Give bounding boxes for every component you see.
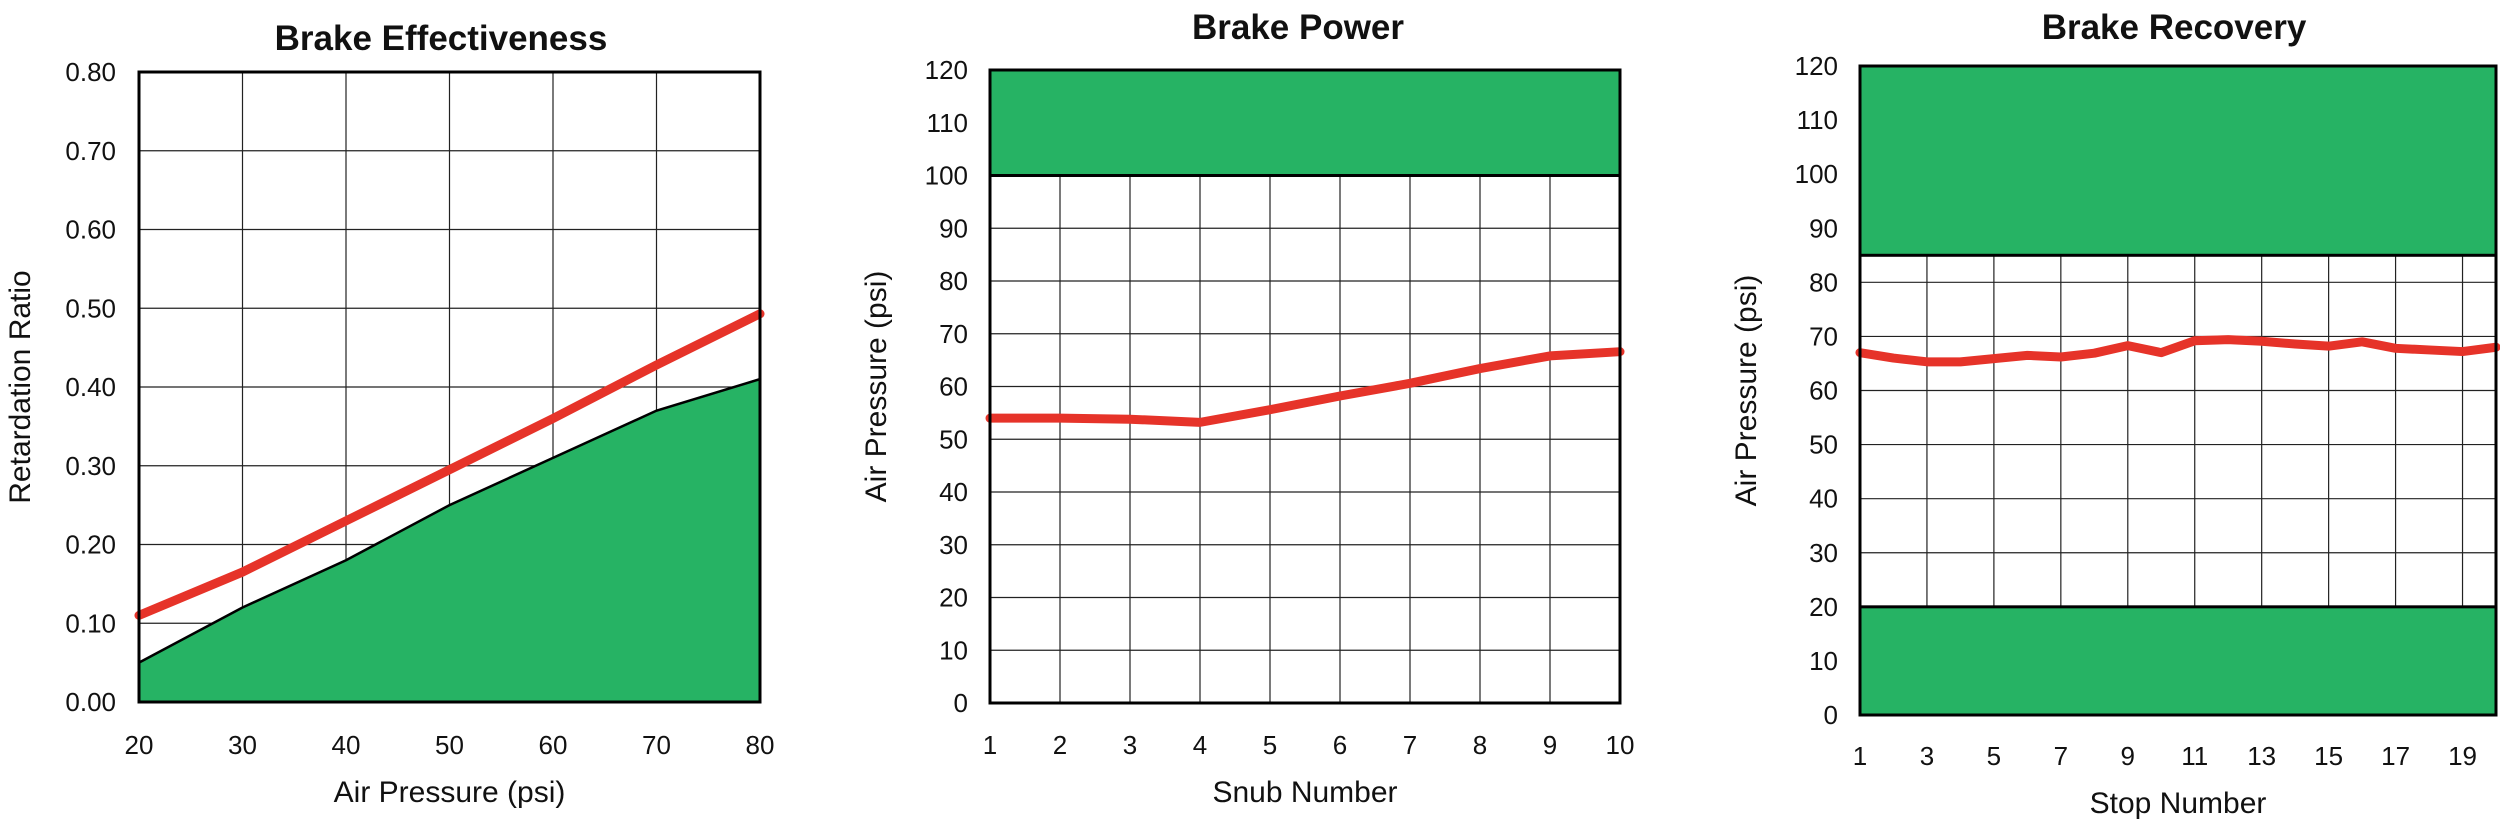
power-x-tick-label: 2 <box>1053 730 1067 760</box>
power-y-tick-label: 120 <box>925 55 968 85</box>
recovery-y-tick-label: 90 <box>1809 213 1838 243</box>
recovery-y-tick-label: 80 <box>1809 267 1838 297</box>
power-x-tick-label: 3 <box>1123 730 1137 760</box>
recovery-plot-frame <box>1858 64 2498 717</box>
recovery-x-tick-label: 1 <box>1853 741 1867 771</box>
power-y-tick-label: 50 <box>939 424 968 454</box>
power-x-axis-label: Snub Number <box>1212 776 1397 809</box>
recovery-y-tick-label: 50 <box>1809 430 1838 460</box>
effectiveness-y-tick-label: 0.00 <box>65 687 116 717</box>
power-chart: 0 10 20 30 40 50 60 70 80 90 100 110 120 1 2 3 4 5 6 7 8 9 10 B… <box>860 8 1634 809</box>
recovery-y-tick-label: 120 <box>1795 51 1838 81</box>
effectiveness-y-tick-label: 0.60 <box>65 215 116 245</box>
recovery-x-tick-label: 19 <box>2448 741 2477 771</box>
recovery-y-tick-label: 0 <box>1824 700 1838 730</box>
recovery-x-tick-label: 5 <box>1987 741 2001 771</box>
power-y-tick-label: 0 <box>954 688 968 718</box>
effectiveness-x-axis-label: Air Pressure (psi) <box>334 776 566 809</box>
power-y-tick-label: 20 <box>939 583 968 613</box>
recovery-y-tick-label: 20 <box>1809 592 1838 622</box>
power-x-tick-label: 5 <box>1263 730 1277 760</box>
recovery-x-tick-label: 9 <box>2121 741 2135 771</box>
recovery-band <box>1858 605 2498 717</box>
effectiveness-plot-frame <box>137 70 762 704</box>
power-y-tick-label: 40 <box>939 477 968 507</box>
power-y-tick-label: 30 <box>939 530 968 560</box>
effectiveness-y-tick-label: 0.30 <box>65 451 116 481</box>
effectiveness-y-tick-label: 0.20 <box>65 530 116 560</box>
effectiveness-x-tick-label: 30 <box>228 730 257 760</box>
recovery-y-tick-label: 100 <box>1795 159 1838 189</box>
power-title: Brake Power <box>1192 8 1404 47</box>
power-x-tick-label: 7 <box>1403 730 1417 760</box>
effectiveness-x-tick-label: 60 <box>539 730 568 760</box>
recovery-y-tick-label: 60 <box>1809 376 1838 406</box>
effectiveness-y-tick-label: 0.50 <box>65 293 116 323</box>
power-y-tick-label: 100 <box>925 161 968 191</box>
effectiveness-title: Brake Effectiveness <box>275 19 608 58</box>
recovery-x-tick-label: 13 <box>2247 741 2276 771</box>
power-x-tick-label: 4 <box>1193 730 1207 760</box>
effectiveness-y-axis-label: Retardation Ratio <box>4 270 37 503</box>
power-y-tick-label: 80 <box>939 266 968 296</box>
power-y-tick-label: 90 <box>939 213 968 243</box>
effectiveness-area <box>139 379 760 702</box>
recovery-y-axis-label: Air Pressure (psi) <box>1730 275 1763 507</box>
power-band <box>988 68 1622 177</box>
recovery-y-tick-label: 40 <box>1809 484 1838 514</box>
effectiveness-x-tick-label: 20 <box>125 730 154 760</box>
effectiveness-x-tick-label: 40 <box>332 730 361 760</box>
recovery-band <box>1858 64 2498 257</box>
recovery-series-line <box>1855 335 2500 367</box>
effectiveness-y-tick-label: 0.40 <box>65 372 116 402</box>
effectiveness-x-tick-label: 80 <box>746 730 775 760</box>
effectiveness-y-tick-label: 0.10 <box>65 608 116 638</box>
recovery-y-tick-label: 70 <box>1809 321 1838 351</box>
power-x-tick-label: 1 <box>983 730 997 760</box>
recovery-x-tick-label: 7 <box>2054 741 2068 771</box>
recovery-y-tick-label: 30 <box>1809 538 1838 568</box>
recovery-y-tick-label: 110 <box>1797 105 1838 135</box>
recovery-y-tick-label: 10 <box>1809 646 1838 676</box>
power-x-tick-label: 10 <box>1606 730 1635 760</box>
effectiveness-y-tick-label: 0.80 <box>65 57 116 87</box>
effectiveness-chart: 0.00 0.10 0.20 0.30 0.40 0.50 0.60 0.70 0.80 20 30… <box>4 19 774 809</box>
power-x-tick-label: 9 <box>1543 730 1557 760</box>
power-plot-frame <box>988 68 1622 705</box>
effectiveness-x-tick-label: 70 <box>642 730 671 760</box>
recovery-x-tick-label: 11 <box>2181 741 2208 771</box>
power-y-tick-label: 70 <box>939 319 968 349</box>
recovery-title: Brake Recovery <box>2042 8 2307 47</box>
recovery-x-tick-label: 15 <box>2314 741 2343 771</box>
power-y-tick-label: 10 <box>939 635 968 665</box>
recovery-x-tick-label: 17 <box>2381 741 2410 771</box>
power-y-tick-label: 60 <box>939 372 968 402</box>
effectiveness-area-edge <box>138 377 761 664</box>
power-x-tick-label: 8 <box>1473 730 1487 760</box>
power-series-line <box>985 347 1625 427</box>
power-x-tick-label: 6 <box>1333 730 1347 760</box>
power-y-tick-label: 110 <box>927 108 968 138</box>
power-y-axis-label: Air Pressure (psi) <box>860 271 893 503</box>
effectiveness-y-tick-label: 0.70 <box>65 136 116 166</box>
recovery-x-tick-label: 3 <box>1920 741 1934 771</box>
effectiveness-x-tick-label: 50 <box>435 730 464 760</box>
recovery-x-axis-label: Stop Number <box>2090 787 2267 820</box>
